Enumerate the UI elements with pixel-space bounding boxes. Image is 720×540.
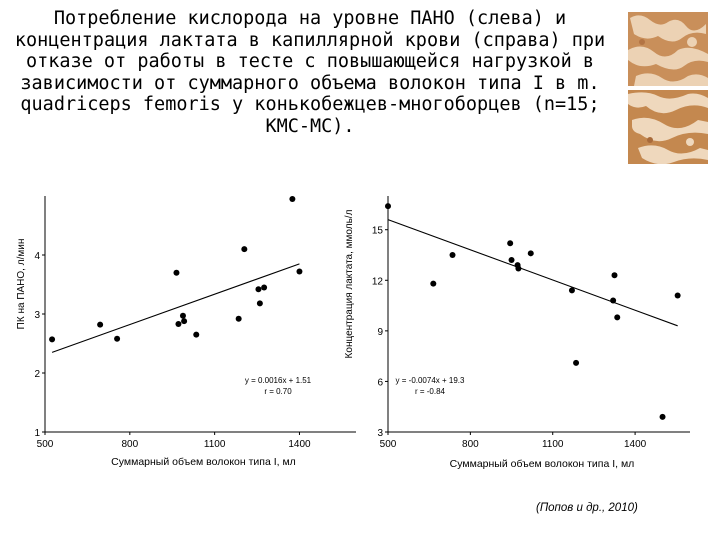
- chart1-y-tick-label: 2: [34, 369, 40, 380]
- chart1-data-point: [173, 269, 180, 276]
- chart1-data-point: [114, 335, 121, 342]
- chart2-y-axis-label: Концентрация лактата, ммоль/л: [344, 209, 355, 358]
- chart2-data-point: [515, 265, 522, 272]
- chart1-y-tick-label: 3: [34, 310, 40, 321]
- chart2-x-axis-label: Суммарный объем волокон типа I, мл: [450, 458, 635, 470]
- chart1-data-point: [241, 246, 248, 253]
- chart2-y-tick-label: 9: [377, 327, 383, 338]
- chart1-data-point: [255, 286, 262, 293]
- chart2-y-tick-label: 15: [372, 226, 384, 237]
- chart1-data-point: [289, 195, 296, 202]
- chart2-data-point: [430, 280, 437, 287]
- micrograph-image-1: [628, 12, 708, 86]
- chart1-regression-equation: y = 0.0016x + 1.51: [245, 376, 312, 385]
- chart1-data-point: [296, 268, 303, 275]
- chart1-data-point: [175, 321, 182, 328]
- slide-title: Потребление кислорода на уровне ПАНО (сл…: [14, 8, 606, 137]
- chart1-trendline: [51, 263, 300, 353]
- chart2-y-tick-label: 6: [377, 377, 383, 388]
- chart1-x-tick-label: 800: [121, 439, 138, 450]
- chart2-data-point: [568, 287, 575, 294]
- chart2-x-tick-label: 500: [380, 439, 397, 450]
- chart2-y-tick-label: 3: [377, 428, 383, 439]
- chart2-x-tick-label: 800: [462, 439, 479, 450]
- chart2-y-tick-label: 12: [372, 276, 384, 287]
- chart2-correlation-coefficient: r = -0.84: [415, 387, 446, 396]
- chart2-data-point: [449, 252, 456, 258]
- chart2-data-point: [674, 292, 681, 299]
- chart2-data-point: [611, 272, 618, 279]
- chart1-x-tick-label: 500: [37, 439, 54, 450]
- chart2-data-point: [507, 240, 514, 247]
- chart1-data-point: [49, 336, 56, 343]
- chart2-data-point: [508, 257, 515, 264]
- chart1-correlation-coefficient: r = 0.70: [264, 387, 292, 396]
- chart2-trendline: [387, 219, 678, 327]
- chart2-data-point: [614, 314, 621, 321]
- chart2-x-tick-label: 1400: [624, 439, 647, 450]
- chart1-data-point: [261, 284, 268, 291]
- chart2-data-point: [385, 203, 391, 210]
- chart2-data-point: [527, 250, 534, 257]
- chart1-y-tick-label: 1: [34, 428, 40, 439]
- chart2-data-point: [659, 413, 666, 420]
- chart1-x-axis-label: Суммарный объем волокон типа I, мл: [111, 456, 296, 468]
- chart2-data-point: [573, 359, 580, 366]
- chart1-data-point: [181, 318, 188, 325]
- chart1-data-point: [179, 312, 186, 319]
- chart1-data-point: [193, 331, 200, 338]
- chart1-y-tick-label: 4: [34, 251, 40, 262]
- chart2-data-point: [610, 297, 617, 304]
- chart1-x-tick-label: 1400: [288, 439, 311, 450]
- citation: (Попов и др., 2010): [536, 502, 638, 514]
- micrograph-image-2: [628, 90, 708, 164]
- chart1-x-tick-label: 1100: [204, 439, 226, 450]
- chart2-regression-equation: y = -0.0074x + 19.3: [396, 376, 465, 385]
- chart2-x-tick-label: 1100: [542, 439, 564, 450]
- chart1-data-point: [235, 315, 242, 322]
- chart1-y-axis-label: ПК на ПАНО, л/мин: [16, 239, 27, 330]
- chart1-data-point: [97, 321, 104, 328]
- chart1-data-point: [256, 300, 263, 307]
